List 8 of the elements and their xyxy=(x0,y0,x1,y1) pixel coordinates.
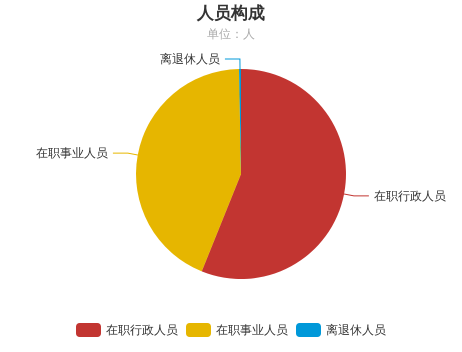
chart-subtitle: 单位：人 xyxy=(207,27,255,41)
legend-label: 离退休人员 xyxy=(326,323,386,337)
legend-label: 在职行政人员 xyxy=(106,323,178,337)
slice-label: 离退休人员 xyxy=(160,52,220,66)
chart-title: 人员构成 xyxy=(196,4,265,24)
slice-label: 在职行政人员 xyxy=(374,188,446,203)
legend-label: 在职事业人员 xyxy=(216,323,288,337)
slice-label: 在职事业人员 xyxy=(36,146,108,160)
